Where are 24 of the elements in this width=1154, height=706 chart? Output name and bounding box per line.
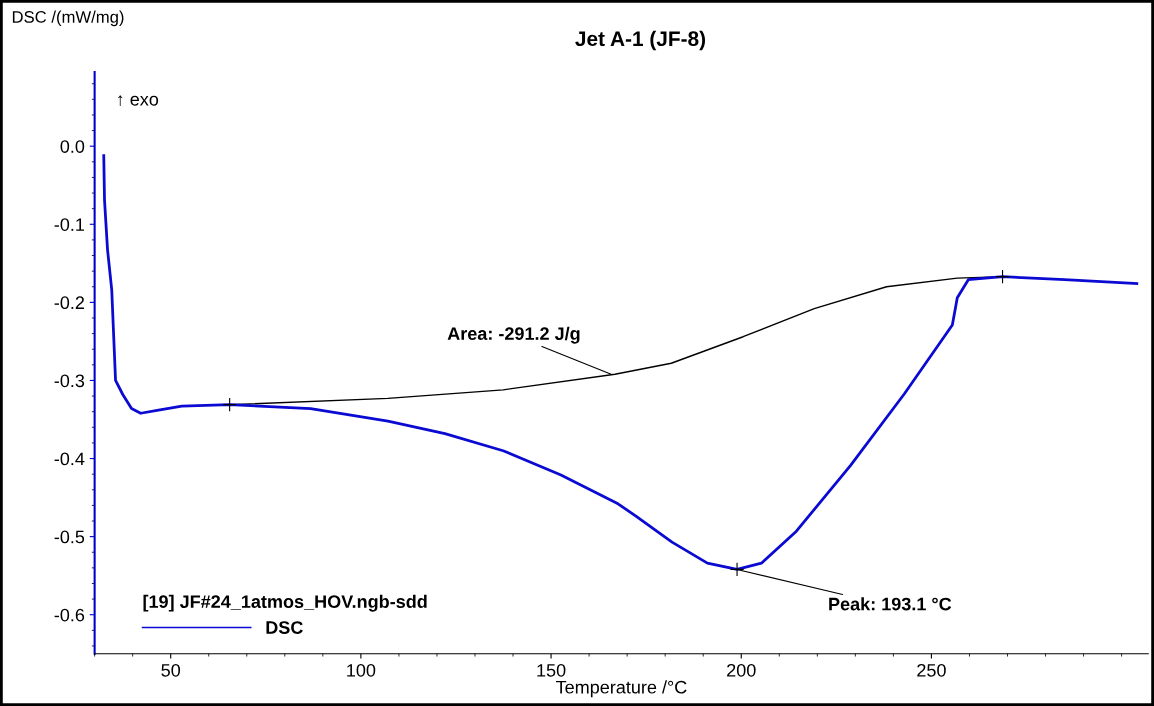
point bbox=[222, 397, 237, 412]
x-tick-label: 100 bbox=[347, 663, 376, 677]
point bbox=[995, 269, 1010, 284]
x-tick-label: 150 bbox=[537, 663, 566, 677]
y-tick-label: -0.4 bbox=[54, 452, 85, 466]
point bbox=[729, 562, 745, 577]
text: DSC bbox=[266, 621, 303, 634]
x-tick-label: 50 bbox=[161, 663, 181, 677]
x-tick-label: 200 bbox=[727, 663, 756, 677]
legend-title: [19] JF#24_1atmos_HOV.ngb-sdd bbox=[143, 594, 427, 612]
y-tick-label: 0.0 bbox=[60, 140, 85, 153]
y-axis-title: DSC /(mW/mg) bbox=[12, 10, 124, 27]
y-tick-label: -0.3 bbox=[54, 374, 85, 388]
y-tick-label: -0.1 bbox=[54, 218, 85, 231]
chart-title: Jet A-1 (JF-8) bbox=[575, 30, 706, 51]
x-axis-title: Temperature /°C bbox=[556, 680, 687, 698]
annotation: Peak: 193.1 °C bbox=[829, 597, 952, 611]
annotation: ↑ exo bbox=[118, 95, 159, 106]
y-tick-label: -0.5 bbox=[54, 530, 85, 544]
x-tick-label: 250 bbox=[917, 663, 946, 677]
annotation: Area: -291.2 J/g bbox=[447, 326, 580, 344]
y-tick-label: -0.6 bbox=[54, 608, 85, 622]
line-series bbox=[102, 154, 1139, 571]
y-tick-label: -0.2 bbox=[54, 296, 84, 310]
